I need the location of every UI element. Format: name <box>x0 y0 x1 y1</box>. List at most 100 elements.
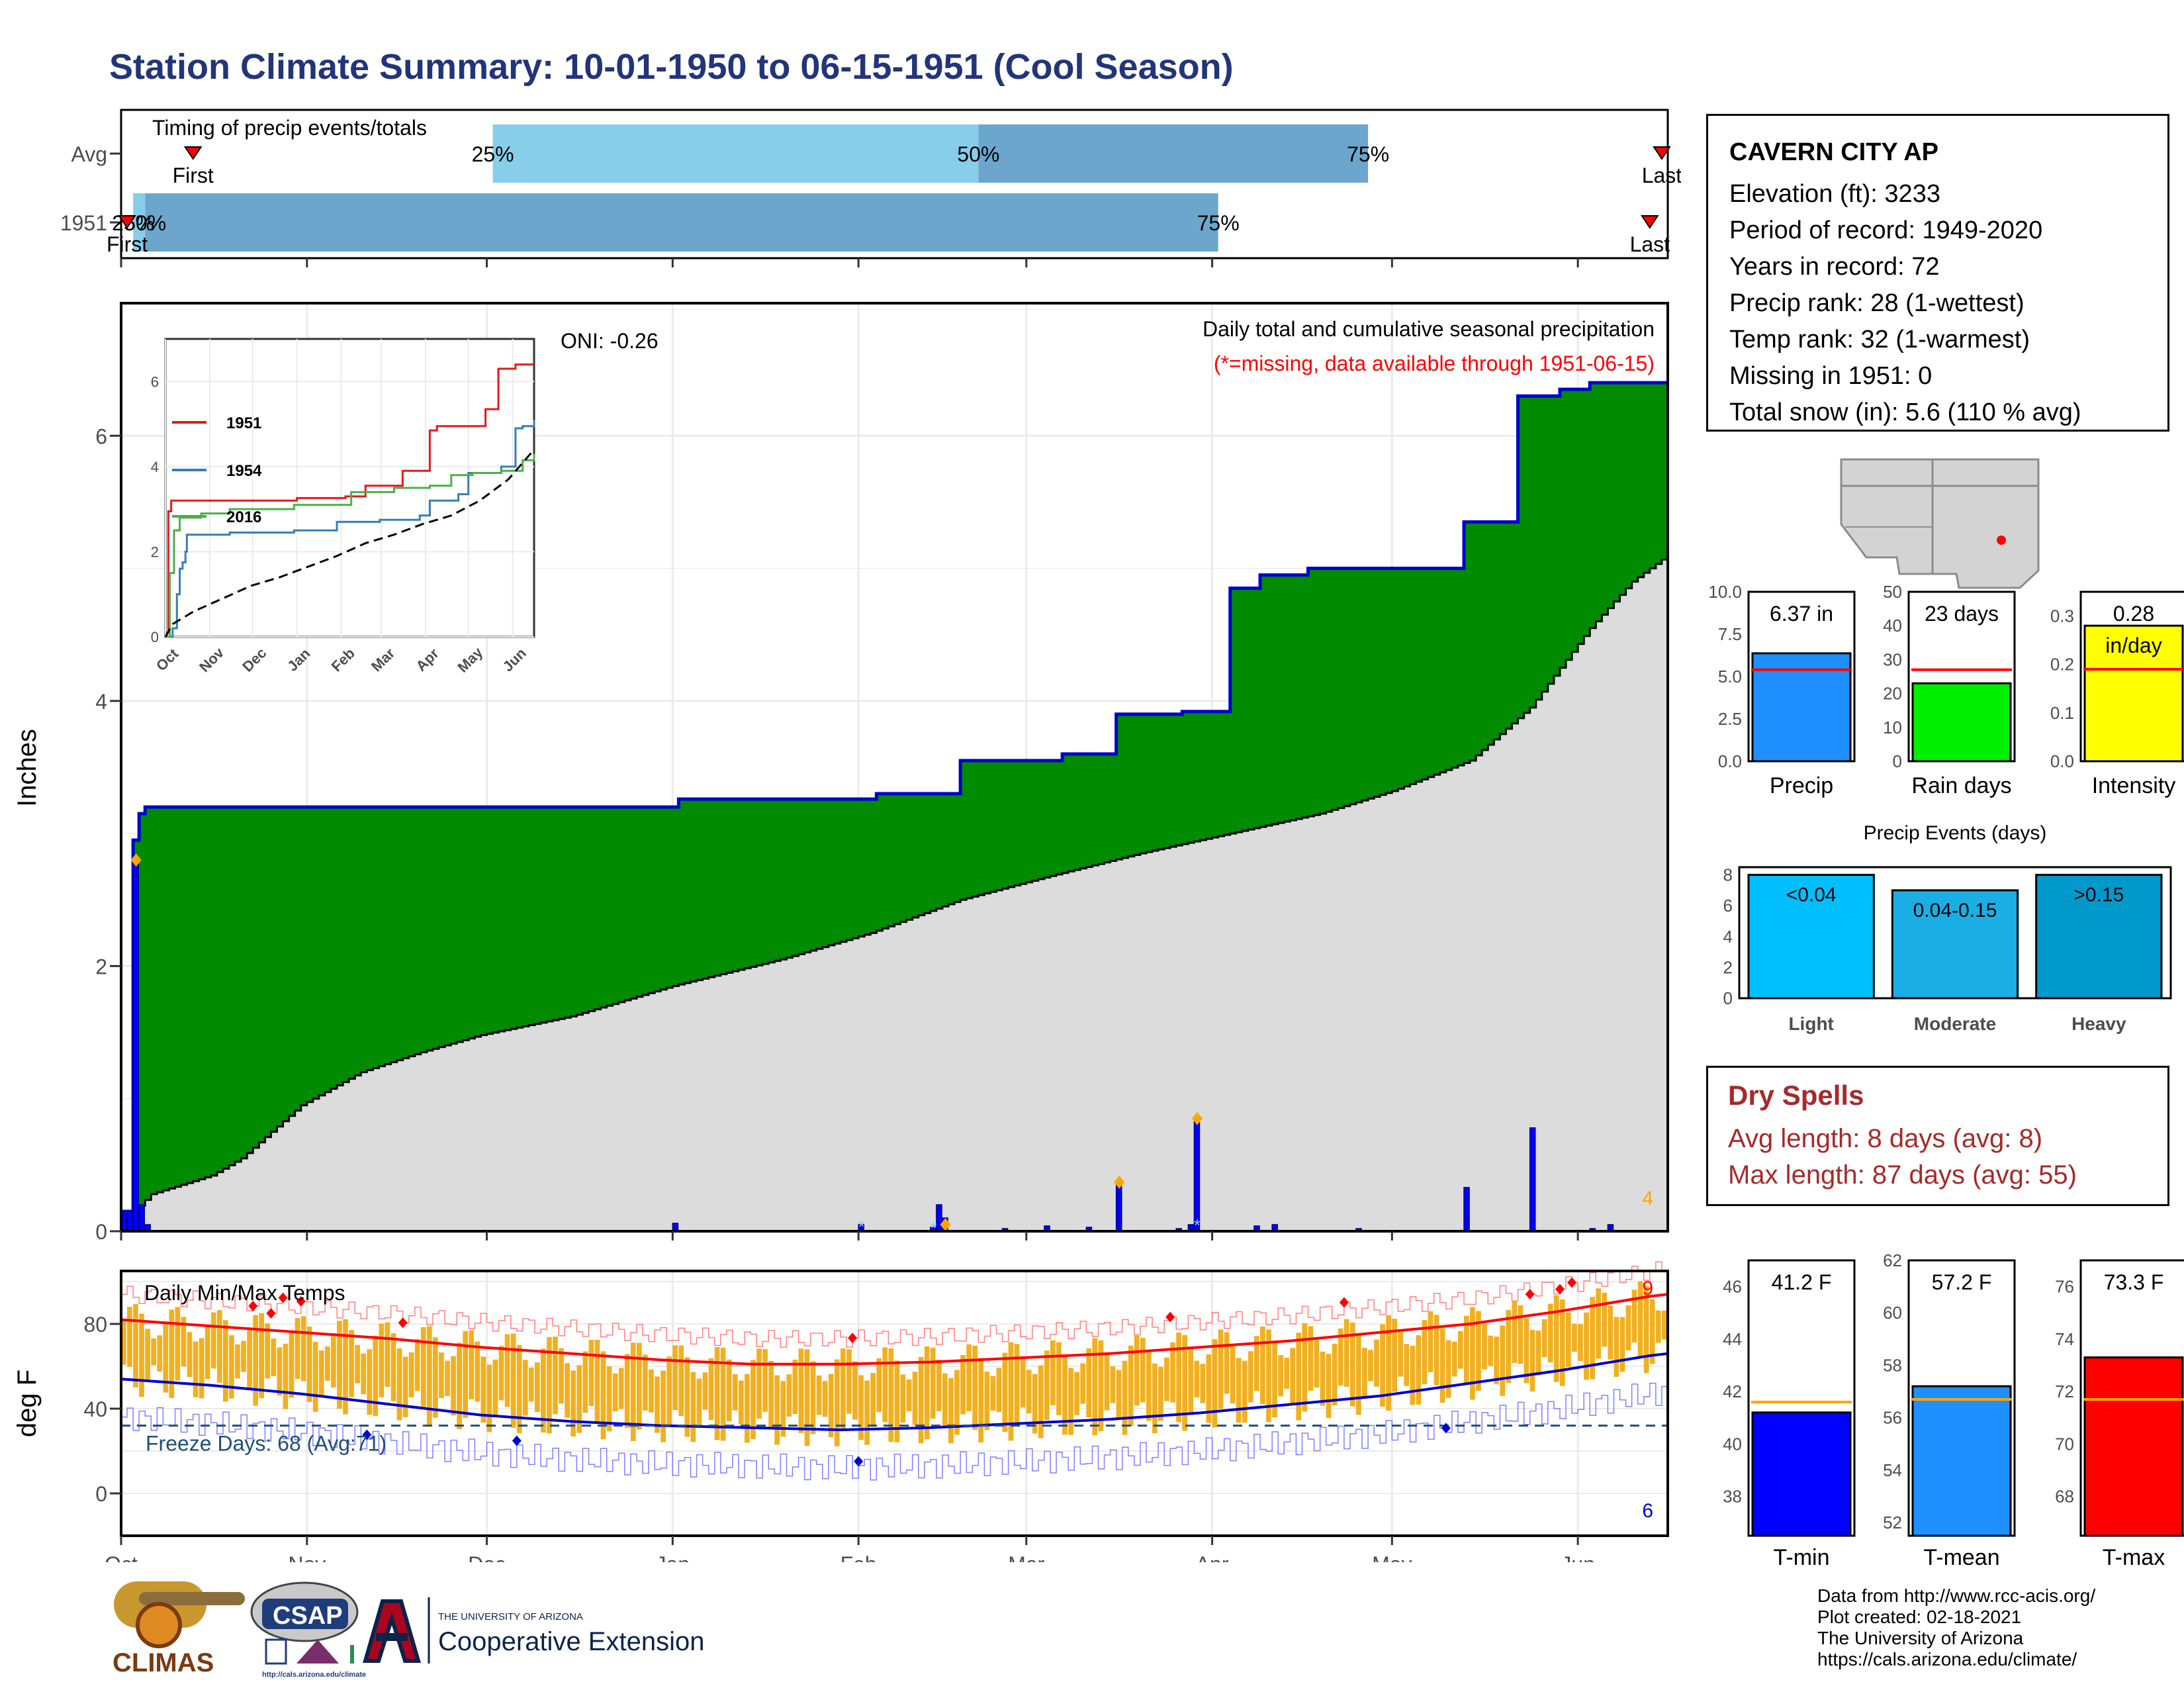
daily-temp-bar <box>1614 1317 1619 1377</box>
temperature-panel: 0 40 80 Oct Nov Dec Jan Feb Mar Apr May Jun deg F Dai… <box>13 1261 1669 1562</box>
climas-logo: CLIMAS <box>113 1581 245 1677</box>
temp-frame <box>120 1270 1669 1537</box>
daily-temp-bar <box>1445 1340 1451 1398</box>
daily-temp-bar <box>1457 1331 1463 1369</box>
summary-y-tick-label: 76 <box>2055 1277 2074 1297</box>
ua-logo-big-text: Cooperative Extension <box>438 1627 704 1656</box>
daily-temp-bar <box>1553 1295 1559 1382</box>
daily-temp-bar <box>1176 1332 1181 1423</box>
daily-temp-bar <box>1643 1286 1649 1374</box>
daily-temp-bar <box>1044 1350 1050 1421</box>
precip-event-marker <box>130 853 142 867</box>
summary-value-label: 57.2 F <box>1932 1270 1992 1294</box>
summary-y-tick-label: 54 <box>1883 1460 1902 1480</box>
events-y-tick-label: 0 <box>1723 988 1733 1008</box>
daily-temp-bar <box>966 1344 972 1411</box>
inset-plot-frame <box>164 338 535 638</box>
daily-temp-bar <box>894 1360 900 1442</box>
daily-temp-bar <box>1188 1347 1194 1415</box>
daily-temp-bar <box>1080 1363 1086 1404</box>
page-title: Station Climate Summary: 10-01-1950 to 0… <box>109 47 1234 87</box>
daily-temp-bar <box>990 1376 996 1411</box>
daily-temp-bar <box>1164 1357 1169 1401</box>
daily-temp-bar <box>624 1354 630 1429</box>
daily-temp-bar <box>463 1331 469 1418</box>
daily-temp-bar <box>882 1347 888 1423</box>
daily-temp-bar <box>912 1372 918 1425</box>
daily-temp-bar <box>295 1318 300 1380</box>
daily-temp-bar <box>972 1345 978 1430</box>
summary-y-tick-label: 50 <box>1883 583 1902 602</box>
daily-temp-bar <box>840 1348 846 1432</box>
csap-logo-text: CSAP <box>273 1602 343 1630</box>
summary-y-tick-label: 0.2 <box>2050 655 2074 675</box>
daily-temp-bar <box>139 1313 144 1397</box>
record-high-marker <box>1525 1289 1535 1300</box>
precip-event-marker <box>940 1217 951 1231</box>
record-high-marker <box>1555 1284 1565 1295</box>
daily-temp-bar <box>175 1307 181 1381</box>
summary-bar <box>1911 682 2012 763</box>
temperature-summary-bars: 41.2 F 38 40 42 44 46 T-min 57.2 F 52 54 56 58 60 62 T… <box>1723 1250 2184 1570</box>
summary-y-tick-label: 70 <box>2055 1434 2074 1454</box>
temp-y-axis-label: deg F <box>13 1370 42 1437</box>
daily-temp-bar <box>1110 1366 1116 1403</box>
summary-y-tick-label: 5.0 <box>1718 667 1742 686</box>
daily-temp-bar <box>708 1358 714 1421</box>
daily-temp-bar <box>720 1347 726 1441</box>
daily-temp-bar <box>816 1375 822 1415</box>
daily-temp-bar <box>1008 1342 1014 1441</box>
daily-temp-bar <box>516 1344 522 1433</box>
daily-temp-bar <box>349 1329 354 1397</box>
timing-bar-25-50 <box>492 124 979 183</box>
daily-temp-bar <box>576 1365 582 1433</box>
daily-temp-bar <box>1343 1319 1349 1387</box>
precip-panel: * * * 0 2 4 6 Inches Daily total and cumulative … <box>13 302 1669 1244</box>
inset-series-line <box>165 363 534 638</box>
daily-temp-bar <box>684 1357 690 1437</box>
daily-temp-bar <box>1422 1320 1428 1384</box>
record-high-marker <box>398 1317 408 1329</box>
daily-temp-bar <box>145 1329 150 1382</box>
daily-temp-bar <box>181 1317 187 1367</box>
daily-temp-bar <box>948 1378 954 1444</box>
daily-temp-bar <box>649 1369 654 1413</box>
daily-temp-bar <box>1619 1317 1625 1372</box>
summary-value-label: 73.3 F <box>2104 1270 2164 1294</box>
daily-temp-bar <box>1500 1325 1506 1396</box>
summary-category-label: T-mean <box>1923 1545 1999 1570</box>
record-low-marker <box>512 1435 522 1446</box>
daily-temp-bar <box>1170 1342 1175 1403</box>
daily-temp-bar <box>852 1361 858 1420</box>
daily-temp-bar <box>822 1381 828 1417</box>
last-event-marker <box>1640 215 1659 229</box>
month-tick-label: Jun <box>1561 1552 1595 1562</box>
daily-temp-bar <box>1326 1354 1332 1419</box>
daily-temp-bar <box>960 1355 966 1415</box>
summary-category-label: Rain days <box>1911 773 2011 798</box>
last-event-label: Last <box>1642 164 1681 187</box>
daily-temp-bar <box>1451 1341 1457 1377</box>
summary-bar <box>1751 1411 1852 1537</box>
inset-legend-label: 2016 <box>226 508 261 526</box>
avg-max-temp-line <box>120 1293 1668 1366</box>
daily-temp-bar <box>127 1307 132 1367</box>
daily-temp-bar <box>1494 1336 1500 1384</box>
daily-temp-bar <box>1272 1342 1277 1418</box>
daily-precip-bar <box>1529 1127 1536 1232</box>
daily-temp-bar <box>834 1359 840 1446</box>
events-y-tick-label: 6 <box>1723 896 1733 915</box>
daily-temp-bar <box>1590 1297 1595 1380</box>
station-info-line: Years in record: 72 <box>1729 253 1940 281</box>
daily-temp-bar <box>492 1359 498 1417</box>
daily-temp-bar <box>241 1340 246 1372</box>
daily-temp-bar <box>732 1374 738 1411</box>
temp-corner-max: 9 <box>1642 1278 1653 1299</box>
snow-marker: * <box>858 1217 865 1237</box>
record-min-line <box>121 1382 1668 1481</box>
station-info-line: Precip rank: 28 (1-wettest) <box>1729 289 2025 317</box>
daily-temp-bar <box>1146 1350 1152 1421</box>
daily-temp-bar <box>1584 1312 1589 1380</box>
daily-temp-bar <box>535 1362 540 1413</box>
precip-panel-note: (*=missing, data available through 1951-… <box>1214 352 1655 375</box>
